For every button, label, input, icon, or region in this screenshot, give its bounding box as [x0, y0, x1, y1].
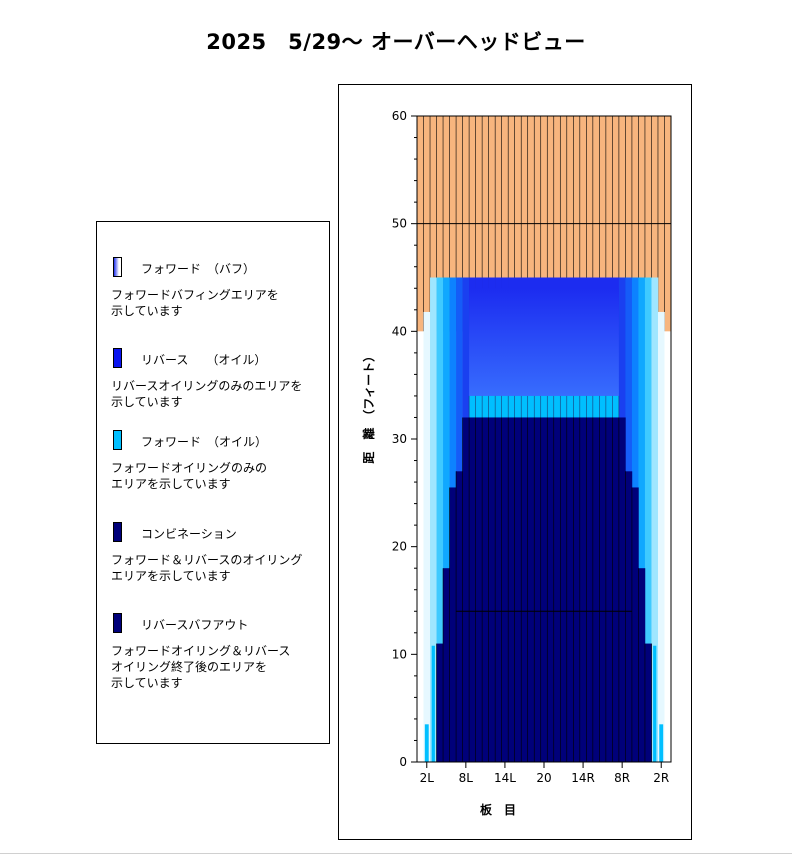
combination-column — [612, 417, 620, 762]
combination-column — [488, 417, 496, 762]
oil-column — [657, 311, 665, 762]
y-tick-label: 10 — [392, 647, 407, 661]
combination-column — [469, 417, 476, 762]
legend-label: リバース （オイル） — [141, 353, 267, 367]
x-tick-label: 14R — [571, 771, 595, 785]
x-axis-title: 板 目 — [480, 802, 516, 817]
combination-column — [605, 417, 613, 762]
oil-column — [417, 331, 424, 762]
legend-swatch-combination — [113, 522, 122, 542]
oil-column — [430, 277, 437, 762]
oil-column — [443, 277, 450, 762]
legend-description: フォワードオイリング＆リバース オイリング終了後のエリアを 示しています — [111, 644, 291, 690]
y-tick-label: 40 — [392, 324, 407, 338]
legend-swatch-forward-buff — [113, 257, 122, 277]
combination-column — [527, 417, 535, 762]
page-title: 2025 5/29～ オーバーヘッドビュー — [206, 30, 586, 54]
y-tick-label: 0 — [399, 755, 407, 769]
forward-oil-band — [469, 395, 619, 418]
combination-column — [482, 417, 489, 762]
x-tick-label: 8L — [459, 771, 474, 785]
combination-column — [573, 417, 581, 762]
forward-oil-strip — [431, 645, 435, 762]
chart-frame: 0 10 20 30 40 50 60 2L 8L 14L 20 14R 8R 2R 板 目 距 離 （フィー… — [338, 84, 692, 840]
combination-column — [436, 643, 444, 762]
legend: フォワード （バフ） フォワードバフィングエリアを 示しています リバース （オ… — [96, 221, 330, 744]
x-tick-label: 2R — [653, 771, 669, 785]
combination-column — [462, 417, 470, 762]
combination-column — [501, 417, 509, 762]
combination-column — [586, 417, 594, 762]
combination-column — [540, 417, 548, 762]
combination-column — [560, 417, 568, 762]
combination-column — [644, 643, 652, 762]
combination-column — [534, 417, 542, 762]
x-tick-label: 2L — [420, 771, 435, 785]
legend-swatch-reverse-buff-out — [113, 613, 122, 633]
oil-column — [644, 277, 652, 762]
legend-label: コンビネーション — [141, 527, 237, 541]
forward-oil-strip — [653, 645, 657, 762]
y-tick-label: 50 — [392, 217, 407, 231]
legend-label: リバースバフアウト — [141, 618, 249, 632]
y-tick-label: 60 — [392, 109, 407, 123]
legend-label: フォワード （バフ） — [141, 262, 256, 276]
combination-column — [514, 417, 522, 762]
combination-column — [599, 417, 607, 762]
x-tick-label: 8R — [614, 771, 630, 785]
legend-swatch-reverse-oil — [113, 348, 122, 368]
legend-swatch-forward-oil — [113, 430, 122, 450]
combination-column — [638, 568, 646, 762]
x-tick-label: 14L — [494, 771, 516, 785]
page-divider — [0, 853, 792, 854]
y-tick-label: 30 — [392, 432, 407, 446]
oil-column — [423, 311, 431, 762]
combination-column — [566, 417, 574, 762]
legend-description: リバースオイリングのみのエリアを 示しています — [111, 379, 303, 409]
legend-description: フォワードオイリングのみの エリアを示しています — [111, 461, 268, 491]
oil-column — [436, 277, 444, 762]
oil-column — [651, 277, 659, 762]
combination-column — [521, 417, 529, 762]
combination-column — [456, 471, 463, 762]
combination-column — [449, 487, 457, 762]
legend-description: フォワードバフィングエリアを 示しています — [111, 288, 279, 318]
y-tick-label: 20 — [392, 540, 407, 554]
combination-column — [547, 417, 555, 762]
lane-chart: 0 10 20 30 40 50 60 2L 8L 14L 20 14R 8R 2R 板 目 距 離 （フィー… — [361, 109, 672, 817]
x-tick-label: 20 — [536, 771, 551, 785]
combination-column — [443, 568, 450, 762]
combination-column — [553, 417, 561, 762]
combination-column — [508, 417, 515, 762]
combination-column — [579, 417, 587, 762]
reverse-oil-area — [469, 288, 619, 407]
forward-oil-strip — [424, 724, 429, 762]
combination-column — [495, 417, 502, 762]
legend-label: フォワード （オイル） — [141, 435, 268, 449]
combination-column — [475, 417, 483, 762]
oil-column — [664, 331, 672, 762]
y-axis-title: 距 離 （フィート） — [361, 350, 376, 464]
legend-description: フォワード＆リバースのオイリング エリアを示しています — [111, 553, 303, 583]
combination-column — [631, 487, 639, 762]
combination-column — [618, 417, 626, 762]
forward-oil-strip — [659, 724, 664, 762]
combination-column — [592, 417, 600, 762]
oil-column — [638, 277, 646, 762]
combination-column — [625, 471, 633, 762]
